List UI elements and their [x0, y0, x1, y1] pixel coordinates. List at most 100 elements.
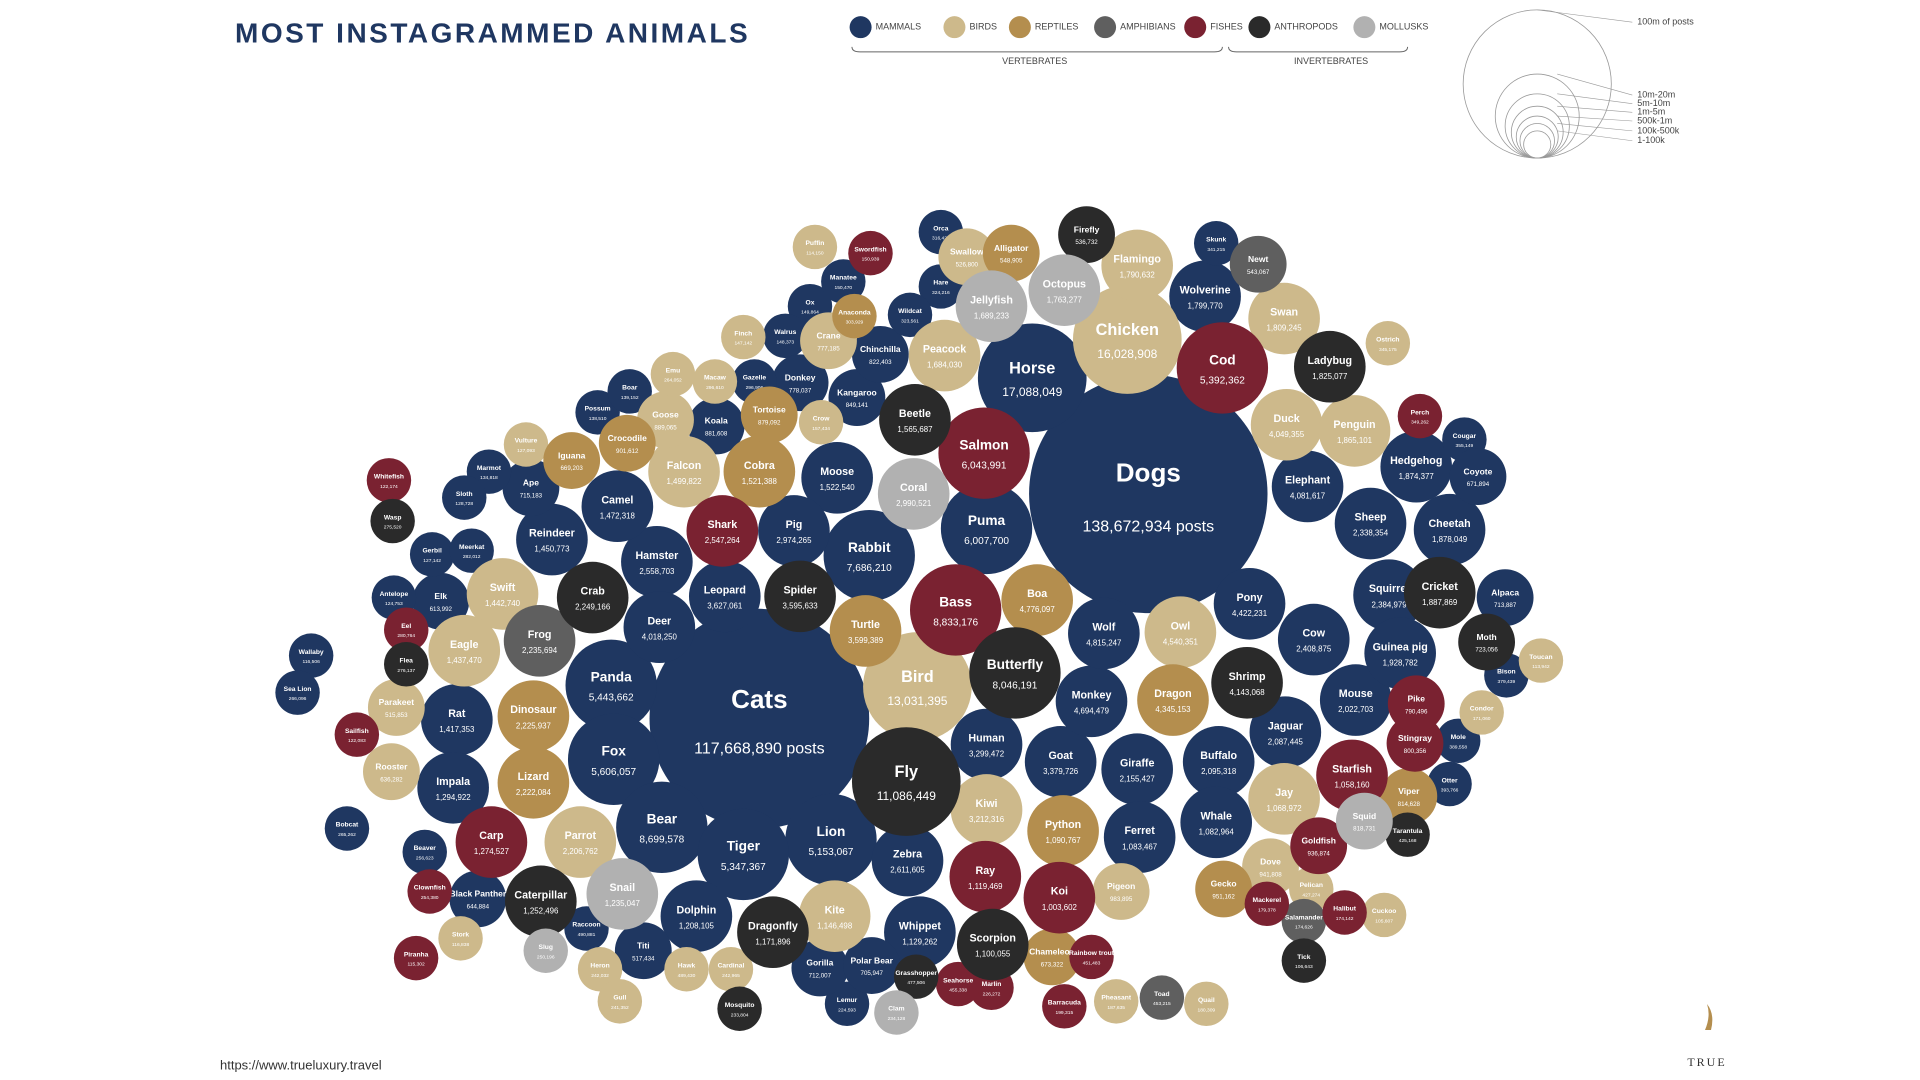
bubble	[505, 865, 577, 938]
source-url[interactable]: https://www.trueluxury.travel	[220, 1057, 382, 1072]
bubble-value: 644,884	[467, 903, 490, 910]
bubble-label: Panda	[591, 670, 632, 685]
bubble-label: Manatee	[830, 275, 857, 282]
bubble-value: 526,800	[956, 261, 979, 268]
bubble-value: 671,894	[1467, 481, 1490, 488]
bubble-value: 1,522,540	[820, 483, 856, 492]
bubble	[275, 670, 320, 715]
bubble-label: Goat	[1048, 750, 1073, 762]
bubble	[935, 961, 981, 1007]
bubble	[1184, 981, 1229, 1027]
bubble	[1249, 696, 1322, 768]
bubble	[1058, 206, 1115, 263]
bubble	[607, 369, 652, 414]
bubble-value: 323,561	[901, 318, 919, 324]
bubble	[442, 475, 487, 520]
bubble-value: 1,874,377	[1399, 472, 1434, 481]
bubble-value: 8,833,176	[933, 617, 978, 628]
bubble-label: Penguin	[1333, 419, 1375, 431]
bubble	[324, 806, 370, 851]
bubble	[1386, 714, 1444, 772]
bubble	[829, 595, 902, 667]
bubble-value: 1,082,964	[1199, 827, 1235, 836]
bubble-value: 180,309	[1197, 1007, 1215, 1013]
bubble-value: 5,153,067	[809, 847, 854, 858]
bubble	[938, 228, 996, 286]
bubble-label: Kangaroo	[837, 387, 877, 397]
bubble-label: Cardinal	[718, 962, 745, 969]
bubble-label: Slug	[538, 944, 553, 951]
bubble-label: Ferret	[1125, 825, 1156, 837]
bubble-value: 280,764	[397, 633, 415, 639]
bubble	[1101, 733, 1173, 806]
bubble	[1476, 569, 1534, 627]
bubble	[877, 458, 950, 530]
bubble	[863, 632, 972, 741]
bubble-value: 139,152	[621, 395, 639, 401]
bubble-value: 6,043,991	[962, 461, 1007, 472]
bubble-label: Parakeet	[379, 697, 415, 707]
bubble	[1029, 374, 1268, 614]
bubble-label: Alpaca	[1491, 587, 1519, 597]
size-legend-leader	[1537, 9, 1633, 23]
bubble-value: 124,753	[385, 601, 403, 607]
bubble-value: 3,212,316	[969, 815, 1005, 824]
bubble-value: 296,610	[706, 385, 724, 391]
bubble	[1449, 448, 1507, 506]
bubble	[1023, 928, 1081, 986]
bubble-label: Perch	[1411, 409, 1430, 416]
bubble-label: Moth	[1476, 632, 1496, 642]
bubble-value: 5,606,057	[591, 767, 636, 778]
bubble	[417, 751, 489, 824]
bubble-value: 790,496	[1405, 708, 1428, 715]
bubble-value: 275,520	[384, 525, 402, 531]
bubble	[1068, 597, 1140, 670]
bubble	[1195, 860, 1253, 918]
legend-label: BIRDS	[969, 22, 997, 32]
bubble	[764, 560, 836, 633]
bubble-value: 936,874	[1308, 850, 1331, 857]
bubble-value: 2,990,521	[896, 499, 931, 508]
bubble	[1213, 567, 1286, 640]
bubble-label: Quail	[1198, 997, 1215, 1004]
bubble-value: 6,007,700	[964, 536, 1009, 547]
bubble-value: 2,408,875	[1296, 645, 1332, 654]
bubble-value: 282,012	[463, 554, 481, 560]
bubble	[1176, 322, 1269, 414]
bubble-label: Rooster	[375, 761, 408, 771]
bubble-value: 8,046,191	[992, 680, 1037, 691]
bubble-value: 669,203	[560, 465, 583, 472]
bubble-label: Reindeer	[529, 528, 575, 540]
bubble-value: 122,174	[380, 484, 398, 490]
bubble	[956, 908, 1029, 981]
bubble	[1103, 801, 1176, 873]
size-legend-circle	[1523, 130, 1552, 159]
bubble-label: Kiwi	[976, 798, 998, 810]
bubble-label: Firefly	[1074, 224, 1100, 234]
bubble-value: 265,262	[338, 832, 356, 838]
bubble-label: Pigeon	[1107, 881, 1135, 891]
bubble-label: Whale	[1200, 810, 1232, 822]
bubble-label: Ape	[523, 477, 539, 487]
bubble-label: Gazelle	[743, 375, 767, 382]
bubble	[409, 532, 455, 577]
bubble-label: Dragonfly	[748, 920, 798, 932]
bubble-label: Halibut	[1333, 906, 1356, 913]
bubble	[288, 633, 334, 678]
bubble-label: Camel	[601, 494, 633, 506]
bubble-label: Octopus	[1043, 278, 1086, 290]
bubble	[686, 495, 759, 567]
bubble-value: 266,096	[289, 696, 307, 702]
bubble	[1364, 617, 1436, 689]
bubble-value: 1,235,047	[605, 899, 640, 908]
bubble-label: Grasshopper	[895, 970, 937, 977]
bubble-label: Anaconda	[838, 309, 871, 316]
bubble	[449, 870, 507, 928]
bubble-label: Crow	[813, 415, 831, 422]
bubble-value: 127,093	[517, 448, 535, 454]
bubble-label: Zebra	[893, 849, 923, 861]
bubble	[503, 605, 576, 677]
bubble-value: 138,510	[589, 416, 607, 422]
bubble-label: Pheasant	[1101, 995, 1132, 1002]
bubble-label: Sloth	[456, 491, 473, 498]
